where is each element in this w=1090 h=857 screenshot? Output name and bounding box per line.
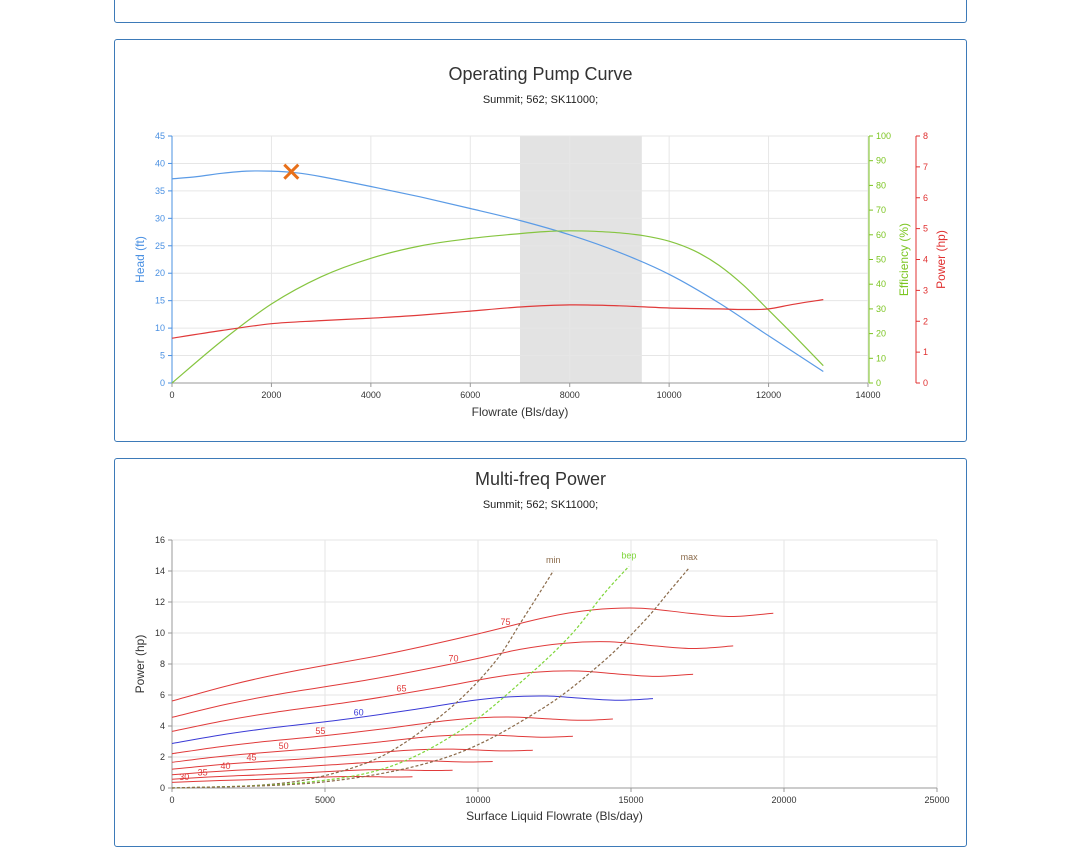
x-tick-label: 15000 — [618, 795, 643, 805]
head-tick-label: 0 — [160, 378, 165, 388]
chart-subtitle: Summit; 562; SK11000; — [482, 94, 599, 106]
recommended-range-band — [520, 136, 642, 383]
efficiency-tick-label: 70 — [876, 205, 886, 215]
x-tick-label: 5000 — [315, 795, 335, 805]
freq-label-70: 70 — [449, 654, 459, 664]
head-tick-label: 30 — [155, 213, 165, 223]
x-tick-label: 12000 — [756, 390, 781, 400]
y-axis-label: Power (hp) — [133, 635, 147, 694]
head-axis-label: Head (ft) — [133, 236, 147, 283]
power-tick-label: 3 — [923, 285, 928, 295]
x-tick-label: 6000 — [460, 390, 480, 400]
power-curve-30hz — [171, 775, 413, 783]
efficiency-tick-label: 90 — [876, 156, 886, 166]
x-tick-label: 25000 — [924, 795, 949, 805]
efficiency-tick-label: 80 — [876, 180, 886, 190]
efficiency-tick-label: 40 — [876, 279, 886, 289]
head-tick-label: 45 — [155, 131, 165, 141]
chart-title: Operating Pump Curve — [448, 64, 633, 84]
freq-label-40: 40 — [221, 761, 231, 771]
efficiency-tick-label: 30 — [876, 304, 886, 314]
y-tick-label: 12 — [155, 597, 165, 607]
chart-title: Multi-freq Power — [474, 469, 607, 489]
x-tick-label: 0 — [169, 795, 174, 805]
multi-freq-power-panel: Multi-freq Power Summit; 562; SK11000; — [114, 458, 967, 847]
efficiency-tick-label: 20 — [876, 329, 886, 339]
chart-subtitle: Summit; 562; SK11000; — [482, 499, 599, 511]
x-tick-label: 10000 — [657, 390, 682, 400]
y-tick-label: 8 — [160, 659, 165, 669]
power-curve-65hz — [171, 670, 694, 732]
power-tick-label: 0 — [923, 378, 928, 388]
power-curve-70hz — [171, 641, 734, 718]
head-tick-label: 15 — [155, 296, 165, 306]
y-tick-label: 6 — [160, 690, 165, 700]
efficiency-tick-label: 100 — [876, 131, 891, 141]
head-tick-label: 5 — [160, 351, 165, 361]
freq-label-50: 50 — [279, 741, 289, 751]
freq-label-30: 30 — [179, 772, 189, 782]
y-tick-label: 0 — [160, 783, 165, 793]
power-tick-label: 1 — [923, 347, 928, 357]
power-curve-60hz — [171, 695, 654, 744]
power-curve — [171, 299, 824, 339]
freq-label-65: 65 — [396, 684, 406, 694]
x-tick-label: 8000 — [560, 390, 580, 400]
power-tick-label: 7 — [923, 162, 928, 172]
power-curve-35hz — [171, 769, 453, 780]
head-tick-label: 10 — [155, 323, 165, 333]
power-tick-label: 4 — [923, 255, 928, 265]
power-curve-45hz — [171, 748, 533, 770]
freq-label-60: 60 — [354, 707, 364, 717]
min-label: min — [546, 555, 561, 565]
x-tick-label: 2000 — [261, 390, 281, 400]
freq-label-75: 75 — [501, 617, 511, 627]
x-axis-label: Flowrate (Bls/day) — [472, 405, 569, 419]
freq-label-55: 55 — [315, 726, 325, 736]
efficiency-tick-label: 60 — [876, 230, 886, 240]
power-curve-40hz — [171, 760, 493, 776]
y-tick-label: 10 — [155, 628, 165, 638]
efficiency-tick-label: 0 — [876, 378, 881, 388]
x-tick-label: 0 — [169, 390, 174, 400]
head-tick-label: 20 — [155, 268, 165, 278]
y-tick-label: 4 — [160, 721, 165, 731]
max-envelope-line — [171, 567, 690, 789]
x-axis-label: Surface Liquid Flowrate (Bls/day) — [466, 809, 643, 823]
head-curve — [171, 170, 824, 373]
power-tick-label: 5 — [923, 224, 928, 234]
efficiency-tick-label: 10 — [876, 353, 886, 363]
bep-label: bep — [621, 550, 636, 560]
previous-chart-panel — [114, 0, 967, 23]
x-tick-label: 4000 — [361, 390, 381, 400]
y-tick-label: 2 — [160, 752, 165, 762]
power-tick-label: 2 — [923, 316, 928, 326]
power-tick-label: 6 — [923, 193, 928, 203]
head-tick-label: 40 — [155, 158, 165, 168]
operating-point-marker — [283, 163, 300, 180]
freq-label-45: 45 — [247, 752, 257, 762]
efficiency-axis-label: Efficiency (%) — [897, 223, 911, 296]
x-tick-label: 20000 — [771, 795, 796, 805]
power-curve-75hz — [171, 607, 774, 702]
power-tick-label: 8 — [923, 131, 928, 141]
efficiency-tick-label: 50 — [876, 255, 886, 265]
bep-envelope-line — [171, 565, 630, 789]
x-tick-label: 10000 — [465, 795, 490, 805]
power-curve-50hz — [171, 734, 573, 763]
x-tick-label: 14000 — [855, 390, 880, 400]
efficiency-curve — [171, 230, 824, 384]
max-label: max — [681, 552, 699, 562]
power-axis-label: Power (hp) — [934, 230, 948, 289]
y-tick-label: 16 — [155, 535, 165, 545]
head-tick-label: 35 — [155, 186, 165, 196]
head-tick-label: 25 — [155, 241, 165, 251]
power-curve-55hz — [171, 716, 613, 755]
y-tick-label: 14 — [155, 566, 165, 576]
